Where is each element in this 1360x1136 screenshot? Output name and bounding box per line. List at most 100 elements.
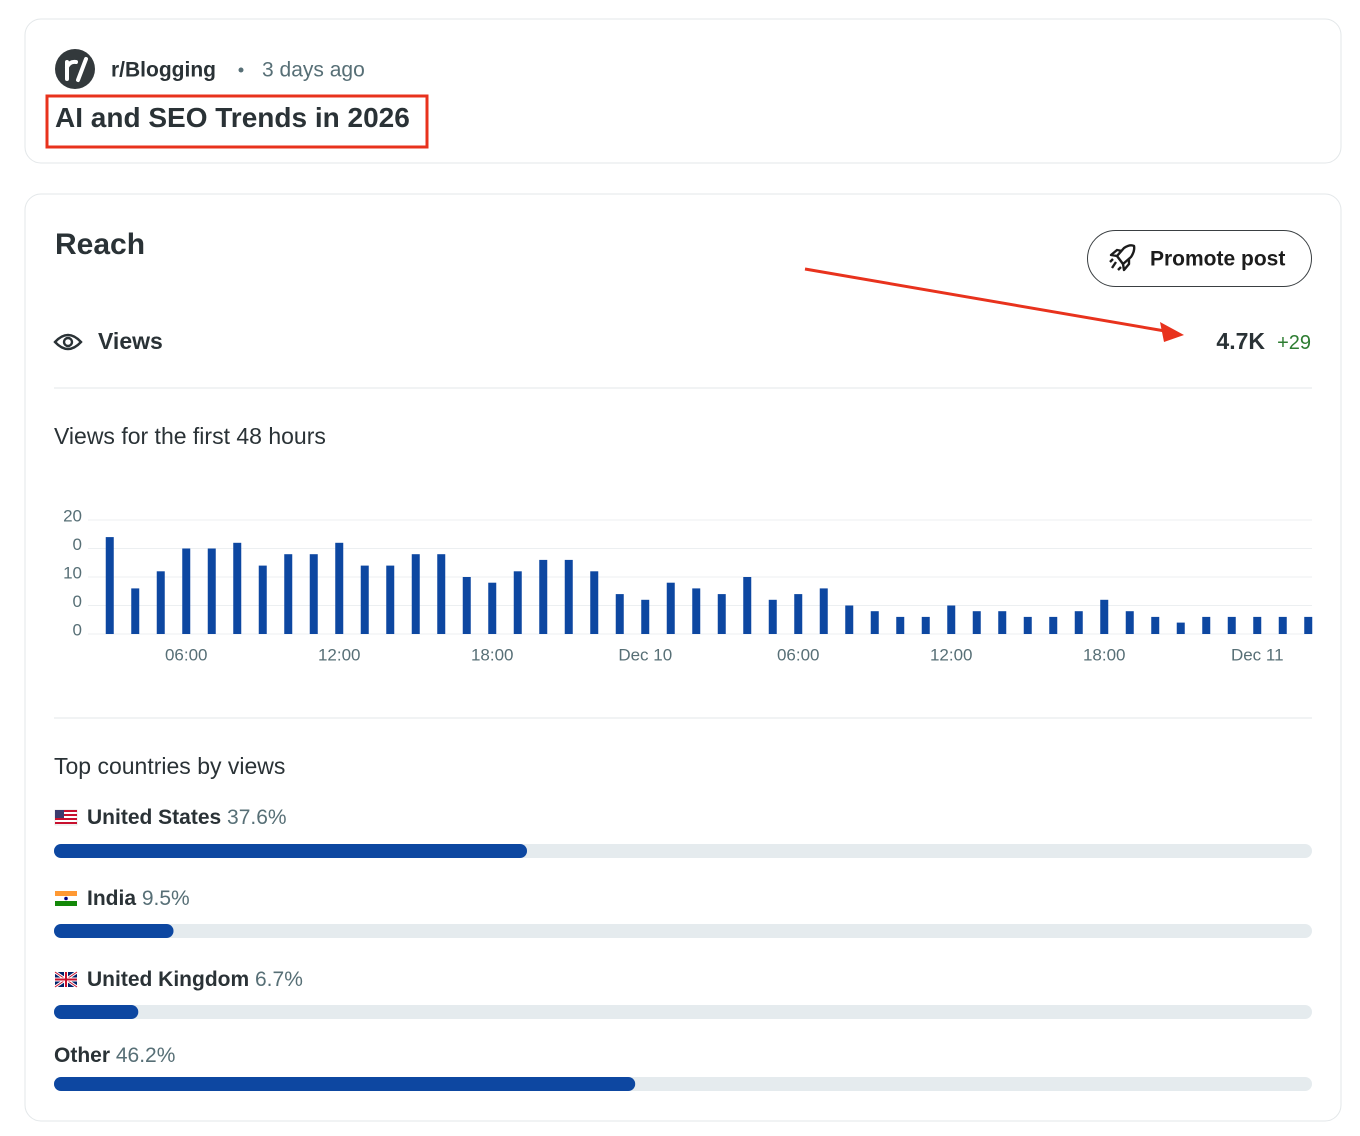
eye-icon [53, 333, 83, 351]
flag-in [55, 891, 77, 906]
separator-dot [238, 67, 244, 73]
promote-button-frame[interactable] [1087, 230, 1312, 287]
y-tick-label: 0 [73, 620, 82, 639]
bar [717, 594, 726, 634]
country-label: United States 37.6% [87, 806, 287, 830]
chart-title: Views for the first 48 hours [54, 423, 326, 450]
x-tick-label: 12:00 [930, 645, 973, 664]
metric-total: 4.7K [1216, 328, 1265, 355]
reach-card [24, 193, 1342, 1122]
bar [870, 611, 879, 634]
bar [386, 565, 395, 634]
bar [1100, 599, 1109, 634]
bar [845, 605, 854, 634]
progress-track [54, 924, 1312, 938]
x-tick-label: 12:00 [318, 645, 361, 664]
community-name[interactable]: r/Blogging [111, 58, 216, 82]
bar [1023, 616, 1032, 634]
bar [1176, 622, 1185, 634]
bar [1202, 616, 1211, 634]
country-name: United States [87, 806, 222, 829]
bar [360, 565, 369, 634]
bar [666, 582, 675, 634]
bar [513, 571, 522, 634]
progress-bar [54, 1005, 139, 1019]
annotation-box [45, 94, 429, 149]
bar [258, 565, 267, 634]
section-heading: Reach [55, 228, 146, 261]
country-label: United Kingdom 6.7% [87, 968, 303, 992]
country-share: 6.7% [255, 968, 303, 991]
post-card [24, 18, 1342, 164]
bar [1304, 616, 1313, 634]
bar [1278, 616, 1287, 634]
progress-bar [54, 1077, 636, 1091]
chart-title: Top countries by views [54, 753, 286, 780]
community-icon [55, 49, 95, 89]
country-name: United Kingdom [87, 968, 250, 991]
bar [105, 537, 114, 634]
bar [768, 599, 777, 634]
y-tick-label: 0 [73, 592, 82, 611]
rocket-icon [1109, 244, 1136, 272]
bar [1074, 611, 1083, 634]
bar [539, 559, 548, 634]
bar [794, 594, 803, 634]
x-tick-label: 06:00 [165, 645, 208, 664]
country-name: India [87, 887, 137, 910]
x-tick-label: Dec 10 [618, 645, 672, 664]
bar [590, 571, 599, 634]
post-title[interactable]: AI and SEO Trends in 2026 [55, 102, 410, 134]
country-name: Other [54, 1044, 111, 1067]
progress-bar [54, 924, 174, 938]
bar [131, 588, 140, 634]
promote-button[interactable]: Promote post [1150, 247, 1286, 271]
bar [921, 616, 930, 634]
bar [896, 616, 905, 634]
bar [615, 594, 624, 634]
metric-label: Views [98, 328, 163, 355]
x-tick-label: 18:00 [1083, 645, 1126, 664]
bar [819, 588, 828, 634]
bar [437, 554, 446, 634]
bar [972, 611, 981, 634]
progress-bar [54, 844, 528, 858]
bar [462, 577, 471, 634]
bar [309, 554, 318, 634]
country-share: 37.6% [227, 806, 287, 829]
bar [411, 554, 420, 634]
bar [998, 611, 1007, 634]
bar [1227, 616, 1236, 634]
country-share: 46.2% [115, 1044, 176, 1067]
x-tick-label: Dec 11 [1231, 645, 1284, 664]
bar [743, 577, 752, 634]
country-label: India 9.5% [87, 887, 190, 911]
metric-change: +29 [1277, 332, 1311, 354]
bar [156, 571, 165, 634]
bar [1125, 611, 1134, 634]
bar [692, 588, 701, 634]
bar [488, 582, 497, 634]
progress-track [54, 1005, 1312, 1019]
y-tick-label: 0 [73, 535, 82, 554]
post-time: 3 days ago [262, 58, 365, 82]
bar [182, 548, 191, 634]
annotation-arrow [804, 267, 1184, 342]
bar [947, 605, 956, 634]
country-share: 9.5% [141, 887, 190, 910]
flag-uk [54, 970, 78, 989]
bar [335, 542, 344, 634]
bar [641, 599, 650, 634]
bar [207, 548, 216, 634]
bar [1253, 616, 1262, 634]
country-label: Other 46.2% [54, 1044, 175, 1068]
flag-us [54, 809, 78, 826]
x-tick-label: 06:00 [777, 645, 820, 664]
bar [564, 559, 573, 634]
bar [1151, 616, 1160, 634]
bar [1049, 616, 1058, 634]
y-tick-label: 20 [63, 506, 82, 525]
x-tick-label: 18:00 [471, 645, 514, 664]
